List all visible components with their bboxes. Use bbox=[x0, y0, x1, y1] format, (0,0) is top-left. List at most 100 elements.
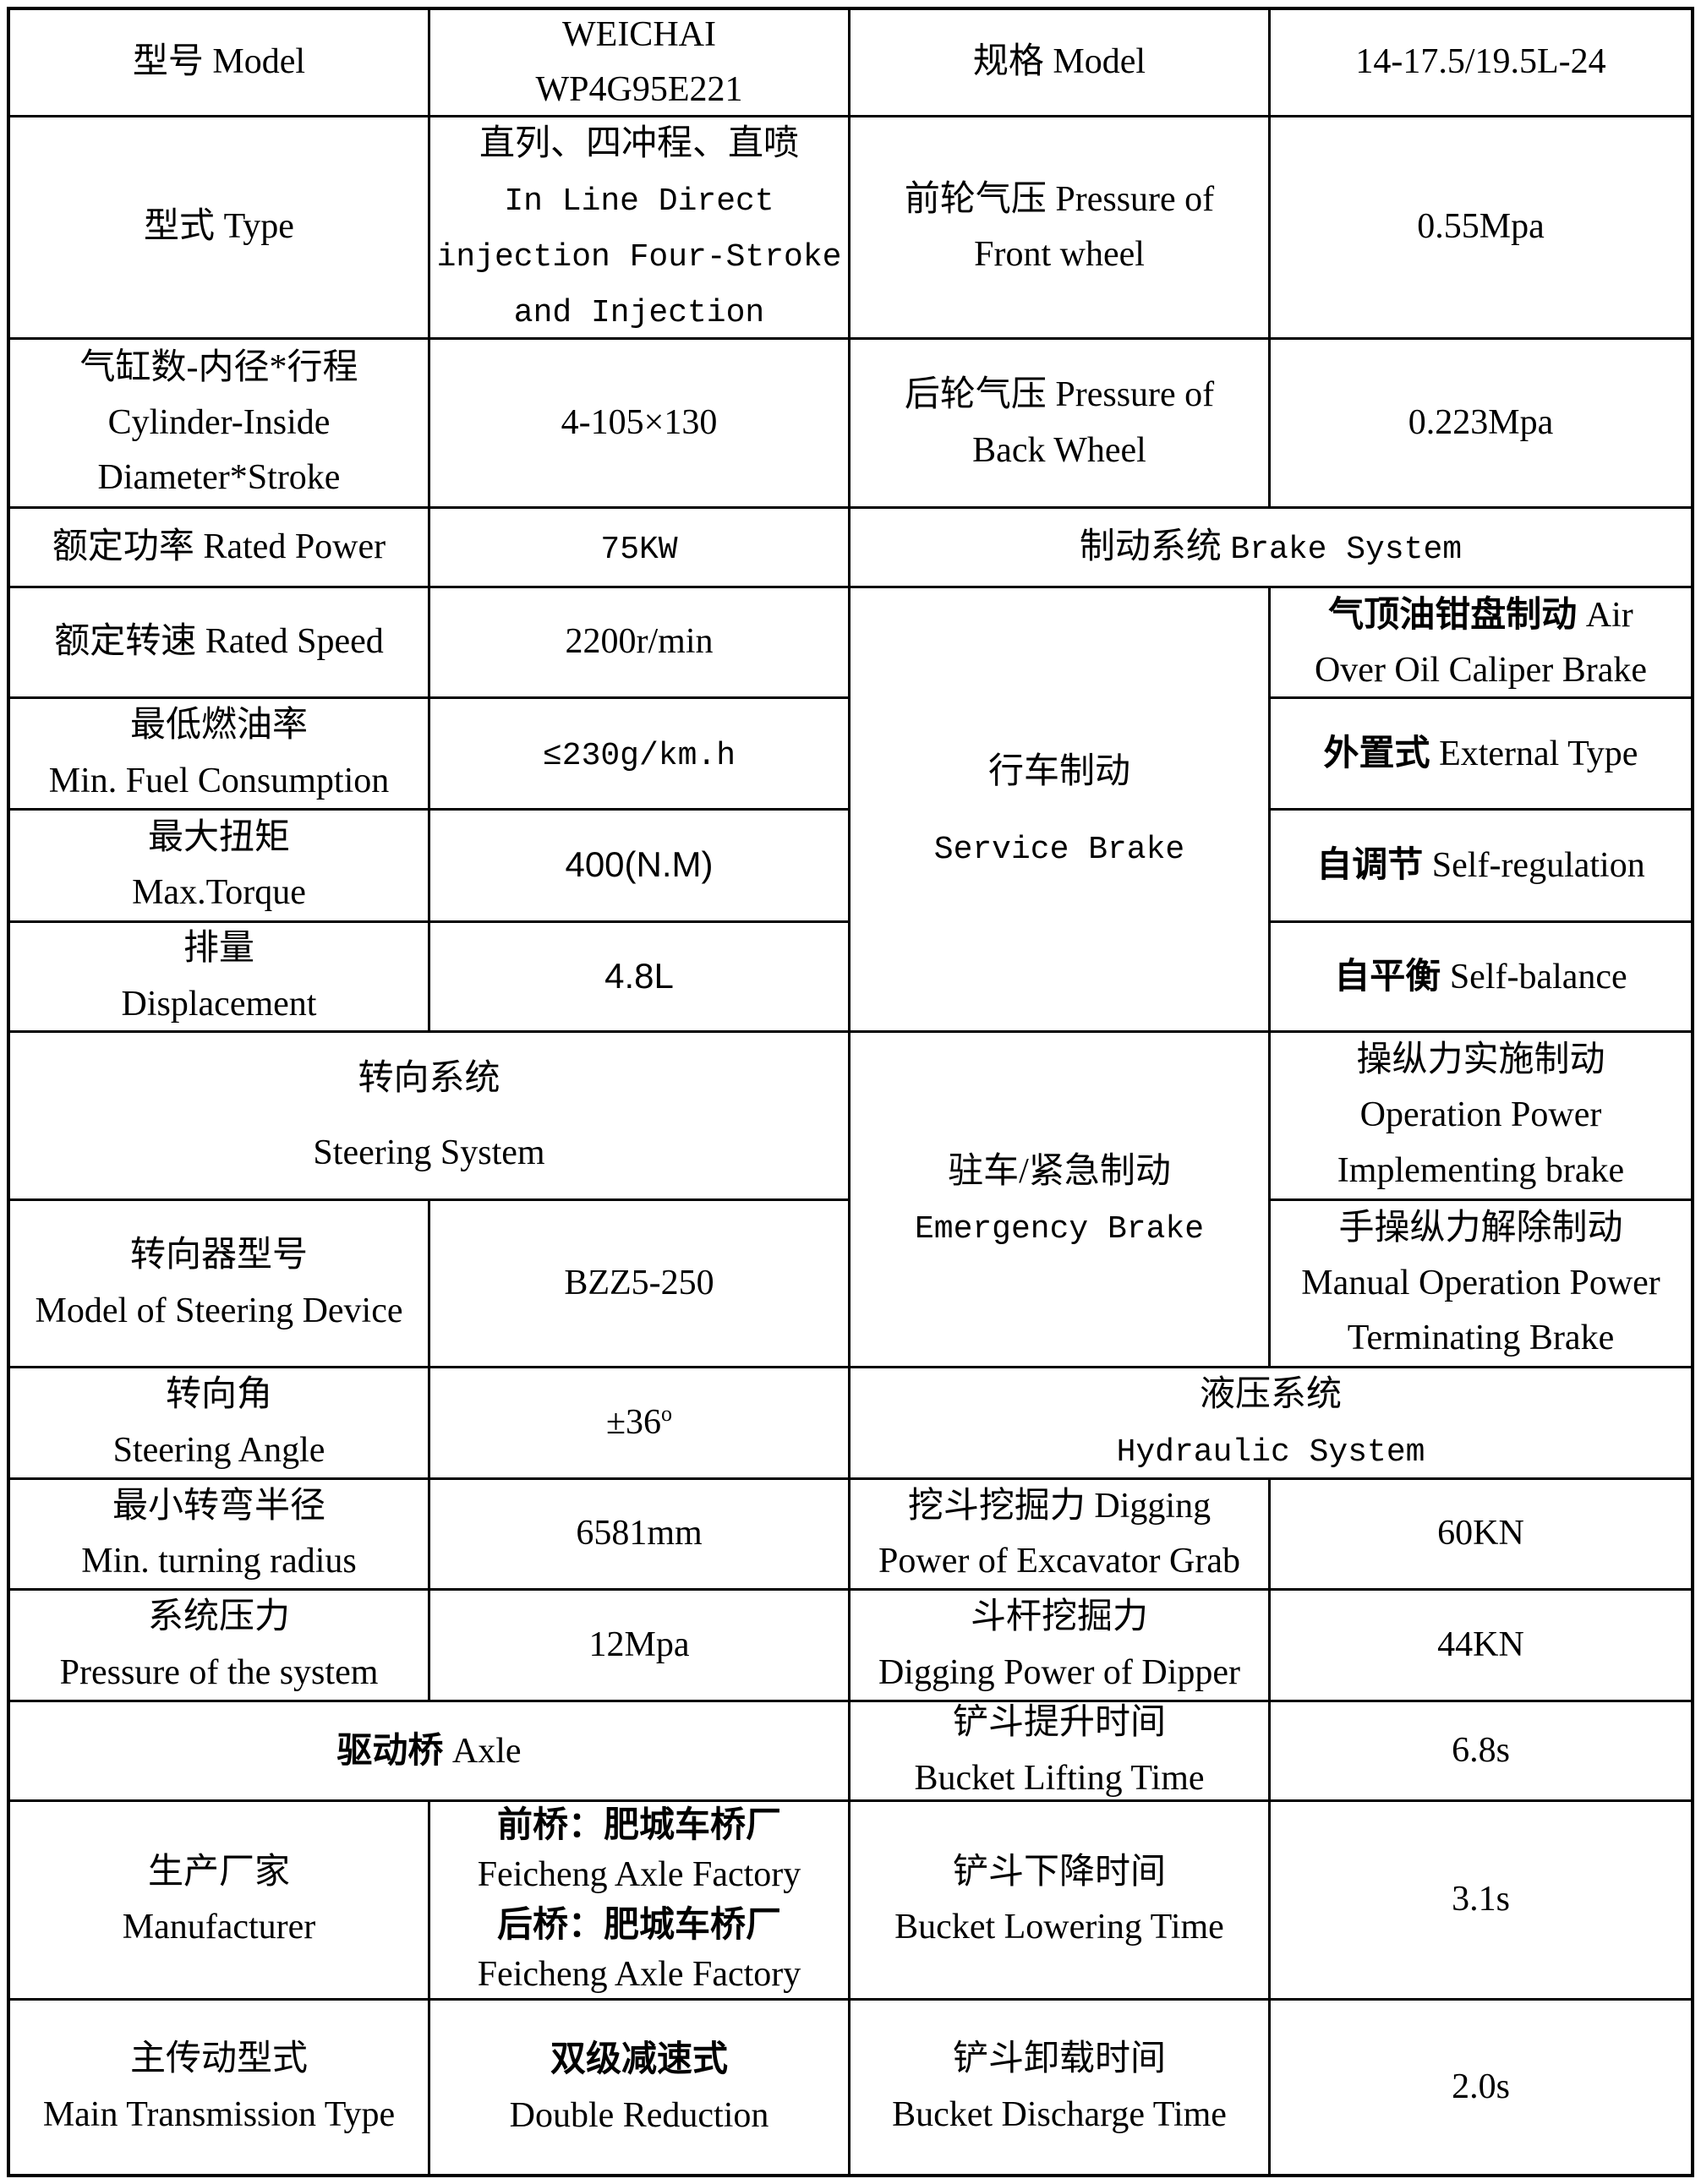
zh-text: 型号 bbox=[132, 42, 204, 82]
label-line: Bucket Discharge Time bbox=[892, 2088, 1227, 2143]
value-text: ±36 bbox=[605, 1402, 662, 1442]
zh-text: 行车制动 bbox=[987, 752, 1130, 792]
value-line: 后桥：肥城车桥厂 bbox=[497, 1900, 781, 1951]
value-text: 6581mm bbox=[576, 1514, 703, 1553]
zh-text: 前轮气压 bbox=[904, 179, 1047, 219]
max-torque-label: 最大扭矩 Max.Torque bbox=[10, 811, 430, 923]
en-text: External Type bbox=[1439, 734, 1638, 773]
hydraulic-system-header: 液压系统 Hydraulic System bbox=[850, 1368, 1691, 1480]
value-line: 外置式 External Type bbox=[1324, 725, 1638, 782]
label-line: Digging Power of Dipper bbox=[878, 1646, 1240, 1701]
section-line: 转向系统 bbox=[358, 1041, 500, 1116]
label-line: Cylinder-Inside bbox=[108, 396, 331, 450]
value-line: Feicheng Axle Factory bbox=[478, 1851, 801, 1900]
en-text: WP4G95E221 bbox=[535, 70, 743, 109]
en-text: WEICHAI bbox=[562, 14, 716, 54]
zh-text: 排量 bbox=[183, 929, 254, 969]
label-line: 驻车/紧急制动 bbox=[948, 1144, 1171, 1199]
value-text: 44KN bbox=[1437, 1624, 1524, 1664]
value-line: 400(N.M) bbox=[565, 837, 713, 893]
engine-model-label: 型号 Model bbox=[10, 10, 430, 117]
en-text: Pressure of the system bbox=[59, 1652, 379, 1692]
zh-text: 系统压力 bbox=[147, 1597, 290, 1637]
rated-power-value: 75KW bbox=[430, 509, 850, 588]
section-line: 制动系统 Brake System bbox=[1080, 520, 1462, 576]
label-line: Back Wheel bbox=[972, 423, 1146, 478]
en-text: Hydraulic System bbox=[1116, 1434, 1425, 1471]
en-text: Pressure of bbox=[1055, 375, 1215, 415]
label-line: 斗杆挖掘力 bbox=[971, 1591, 1148, 1646]
bucket-lifting-time-value: 6.8s bbox=[1271, 1702, 1691, 1802]
external-type-value: 外置式 External Type bbox=[1271, 699, 1691, 811]
bucket-digging-power-label: 挖斗挖掘力 Digging Power of Excavator Grab bbox=[850, 1480, 1271, 1591]
zh-text: 主传动型式 bbox=[129, 2039, 308, 2079]
en-text: Model bbox=[212, 42, 306, 82]
en-text: In Line Direct bbox=[504, 183, 774, 220]
value-line: 4-105×130 bbox=[561, 396, 718, 450]
label-line: Front wheel bbox=[974, 227, 1145, 282]
en-text: Displacement bbox=[121, 984, 317, 1024]
zh-text: 气顶油钳盘制动 bbox=[1328, 593, 1578, 634]
label-line: Pressure of the system bbox=[60, 1646, 379, 1701]
front-wheel-pressure-label: 前轮气压 Pressure of Front wheel bbox=[850, 117, 1271, 340]
label-line: Emergency Brake bbox=[915, 1199, 1204, 1255]
value-text: 14-17.5/19.5L-24 bbox=[1355, 42, 1606, 82]
zh-text: 驱动桥 bbox=[336, 1729, 444, 1770]
en-text: Self-regulation bbox=[1431, 846, 1645, 886]
emergency-brake-apply-value: 操纵力实施制动 Operation Power Implementing bra… bbox=[1271, 1033, 1691, 1201]
label-line: 转向角 bbox=[166, 1368, 272, 1423]
value-text: 2200r/min bbox=[565, 622, 714, 662]
manufacturer-label: 生产厂家 Manufacturer bbox=[10, 1802, 430, 2001]
label-line: 型式 Type bbox=[144, 199, 294, 254]
value-line: 6581mm bbox=[576, 1506, 702, 1561]
value-line: 0.55Mpa bbox=[1417, 199, 1545, 254]
displacement-label: 排量 Displacement bbox=[10, 923, 430, 1033]
en-text: Operation Power bbox=[1359, 1095, 1602, 1135]
zh-text: 型式 bbox=[144, 207, 216, 247]
value-line: Double Reduction bbox=[510, 2088, 769, 2143]
zh-text: 液压系统 bbox=[1199, 1375, 1342, 1415]
label-line: 行车制动 bbox=[988, 734, 1130, 809]
zh-text: 转向器型号 bbox=[129, 1236, 308, 1275]
turning-radius-label: 最小转弯半径 Min. turning radius bbox=[10, 1480, 430, 1591]
zh-text: 铲斗提升时间 bbox=[952, 1703, 1166, 1743]
label-line: 规格 Model bbox=[973, 35, 1146, 90]
value-line: In Line Direct bbox=[504, 172, 774, 227]
zh-text: 自平衡 bbox=[1334, 955, 1441, 996]
en-text: Power of Excavator Grab bbox=[878, 1542, 1240, 1581]
label-line: Displacement bbox=[121, 977, 317, 1031]
zh-text: 驻车/紧急制动 bbox=[948, 1151, 1171, 1191]
label-line: Model of Steering Device bbox=[35, 1284, 402, 1339]
value-line: BZZ5-250 bbox=[564, 1256, 714, 1311]
zh-text: 操纵力实施制动 bbox=[1356, 1040, 1605, 1080]
service-brake-label: 行车制动 Service Brake bbox=[850, 588, 1271, 1033]
zh-text: 生产厂家 bbox=[147, 1852, 290, 1892]
en-text: Digging Power of Dipper bbox=[878, 1652, 1241, 1692]
label-line: 挖斗挖掘力 Digging bbox=[908, 1480, 1211, 1534]
degree-superscript: o bbox=[661, 1400, 673, 1426]
value-line: ±36o bbox=[606, 1395, 672, 1450]
bucket-lifting-time-label: 铲斗提升时间 Bucket Lifting Time bbox=[850, 1702, 1271, 1802]
label-line: Min. turning radius bbox=[81, 1534, 356, 1588]
value-text: 400(N.M) bbox=[565, 844, 714, 885]
value-line: 操纵力实施制动 bbox=[1356, 1033, 1605, 1088]
dipper-digging-power-label: 斗杆挖掘力 Digging Power of Dipper bbox=[850, 1591, 1271, 1702]
value-text: ≤230g/km.h bbox=[542, 737, 736, 774]
en-text: Model of Steering Device bbox=[35, 1291, 403, 1330]
en-text: Brake System bbox=[1230, 531, 1463, 568]
section-line: 驱动桥 Axle bbox=[336, 1723, 521, 1779]
rated-power-label: 额定功率 Rated Power bbox=[10, 509, 430, 588]
steering-angle-label: 转向角 Steering Angle bbox=[10, 1368, 430, 1480]
value-line: 手操纵力解除制动 bbox=[1338, 1201, 1622, 1256]
bucket-discharge-time-label: 铲斗卸载时间 Bucket Discharge Time bbox=[850, 2001, 1271, 2174]
value-line: Over Oil Caliper Brake bbox=[1315, 643, 1647, 696]
value-line: ≤230g/km.h bbox=[543, 726, 736, 782]
cylinder-bore-stroke-label: 气缸数-内径*行程 Cylinder-Inside Diameter*Strok… bbox=[10, 340, 430, 509]
label-line: Min. Fuel Consumption bbox=[49, 754, 390, 809]
service-brake-type: 气顶油钳盘制动 Air Over Oil Caliper Brake bbox=[1271, 588, 1691, 699]
value-line: Implementing brake bbox=[1337, 1144, 1624, 1198]
brake-system-header: 制动系统 Brake System bbox=[850, 509, 1691, 588]
label-line: 额定功率 Rated Power bbox=[52, 520, 386, 575]
en-text: Implementing brake bbox=[1337, 1150, 1625, 1190]
en-text: Pressure of bbox=[1055, 179, 1215, 219]
